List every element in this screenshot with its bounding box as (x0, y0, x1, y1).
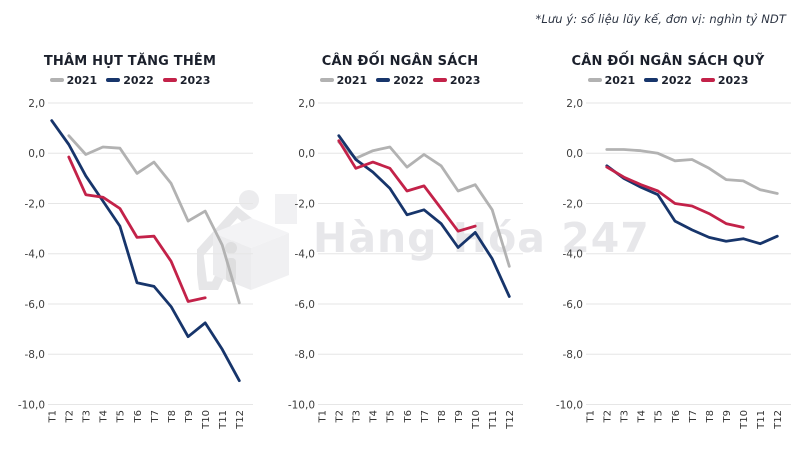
svg-text:2,0: 2,0 (28, 98, 45, 110)
footnote: *Lưu ý: số liệu lũy kế, đơn vị: nghìn tỷ… (535, 12, 786, 26)
legend-swatch-2022 (376, 78, 391, 82)
svg-text:T11: T11 (488, 410, 499, 430)
legend-item-2021: 2021 (587, 74, 635, 87)
svg-text:T4: T4 (99, 410, 110, 423)
svg-text:T8: T8 (167, 410, 178, 423)
legend-item-2023: 2023 (432, 74, 480, 87)
legend-swatch-2023 (432, 78, 447, 82)
legend-swatch-2021 (319, 78, 334, 82)
svg-text:T2: T2 (335, 410, 346, 423)
svg-text:T10: T10 (739, 410, 750, 430)
svg-text:-10,0: -10,0 (556, 399, 583, 411)
svg-text:T3: T3 (620, 410, 631, 423)
legend-item-2021: 2021 (49, 74, 97, 87)
legend: 2021 2022 2023 (16, 72, 244, 88)
svg-text:0,0: 0,0 (28, 148, 45, 160)
svg-text:-6,0: -6,0 (25, 299, 46, 311)
legend-item-2021: 2021 (319, 74, 367, 87)
svg-text:T11: T11 (756, 410, 767, 430)
svg-text:T4: T4 (369, 410, 380, 423)
svg-text:T5: T5 (116, 410, 127, 423)
legend-swatch-2021 (587, 78, 602, 82)
svg-text:-8,0: -8,0 (25, 349, 46, 361)
svg-text:T5: T5 (654, 410, 665, 423)
svg-text:T9: T9 (722, 410, 733, 423)
svg-text:T12: T12 (235, 410, 246, 430)
svg-text:T11: T11 (218, 410, 229, 430)
svg-text:T2: T2 (603, 410, 614, 423)
legend: 2021 2022 2023 (286, 72, 514, 88)
svg-text:T8: T8 (705, 410, 716, 423)
legend: 2021 2022 2023 (554, 72, 782, 88)
chart-can-doi-ngan-sach: CÂN ĐỐI NGÂN SÁCH 2021 2022 2023 2,0 0,0 -… (286, 46, 526, 450)
legend-item-2023: 2023 (162, 74, 210, 87)
svg-text:-8,0: -8,0 (295, 349, 316, 361)
svg-text:T4: T4 (637, 410, 648, 423)
svg-text:-2,0: -2,0 (295, 198, 316, 210)
svg-text:T3: T3 (82, 410, 93, 423)
svg-text:T6: T6 (133, 410, 144, 423)
chart-can-doi-ngan-sach-quy: CÂN ĐỐI NGÂN SÁCH QUỸ 2021 2022 2023 2,0… (554, 46, 794, 450)
svg-text:-6,0: -6,0 (563, 299, 584, 311)
svg-text:-10,0: -10,0 (288, 399, 315, 411)
svg-text:T10: T10 (201, 410, 212, 430)
svg-text:-2,0: -2,0 (25, 198, 46, 210)
svg-text:-4,0: -4,0 (563, 249, 584, 261)
svg-text:T1: T1 (48, 410, 59, 423)
legend-item-2023: 2023 (700, 74, 748, 87)
svg-text:T7: T7 (420, 410, 431, 423)
svg-text:T10: T10 (471, 410, 482, 430)
svg-text:T6: T6 (671, 410, 682, 423)
svg-text:T12: T12 (505, 410, 516, 430)
svg-text:-4,0: -4,0 (295, 249, 316, 261)
legend-swatch-2022 (106, 78, 121, 82)
svg-text:2,0: 2,0 (566, 98, 583, 110)
legend-item-2022: 2022 (106, 74, 154, 87)
svg-text:T3: T3 (352, 410, 363, 423)
svg-text:T8: T8 (437, 410, 448, 423)
chart-tham-hut-tang-them: THÂM HỤT TĂNG THÊM 2021 2022 2023 2,0 0,0… (16, 46, 256, 450)
svg-text:T6: T6 (403, 410, 414, 423)
svg-text:T9: T9 (184, 410, 195, 423)
chart-title: THÂM HỤT TĂNG THÊM (43, 54, 217, 69)
svg-text:T2: T2 (65, 410, 76, 423)
legend-item-2022: 2022 (644, 74, 692, 87)
svg-text:-10,0: -10,0 (18, 399, 45, 411)
legend-swatch-2023 (700, 78, 715, 82)
line-plot: 2,0 0,0 -2,0 -4,0 -6,0 -8,0 -10,0T1 T2 T3 T4 T5 T6 T… (288, 98, 523, 430)
chart-title: CÂN ĐỐI NGÂN SÁCH (321, 54, 479, 69)
svg-text:T1: T1 (586, 410, 597, 423)
svg-text:-8,0: -8,0 (563, 349, 584, 361)
svg-text:T1: T1 (318, 410, 329, 423)
svg-text:T5: T5 (386, 410, 397, 423)
legend-item-2022: 2022 (376, 74, 424, 87)
svg-text:0,0: 0,0 (566, 148, 583, 160)
legend-swatch-2023 (162, 78, 177, 82)
svg-text:0,0: 0,0 (298, 148, 315, 160)
svg-text:T12: T12 (773, 410, 784, 430)
svg-text:-2,0: -2,0 (563, 198, 584, 210)
svg-text:2,0: 2,0 (298, 98, 315, 110)
chart-title: CÂN ĐỐI NGÂN SÁCH QUỸ (571, 54, 765, 69)
legend-swatch-2022 (644, 78, 659, 82)
svg-text:T9: T9 (454, 410, 465, 423)
svg-text:T7: T7 (688, 410, 699, 423)
svg-text:T7: T7 (150, 410, 161, 423)
line-plot: 2,0 0,0 -2,0 -4,0 -6,0 -8,0 -10,0T1 T2 T3 T4 T5 T6 T… (556, 98, 791, 430)
svg-text:-4,0: -4,0 (25, 249, 46, 261)
line-plot: 2,0 0,0 -2,0 -4,0 -6,0 -8,0 -10,0T1 T2 T3 T4 T5 T6 T… (18, 98, 253, 430)
svg-text:-6,0: -6,0 (295, 299, 316, 311)
legend-swatch-2021 (49, 78, 64, 82)
